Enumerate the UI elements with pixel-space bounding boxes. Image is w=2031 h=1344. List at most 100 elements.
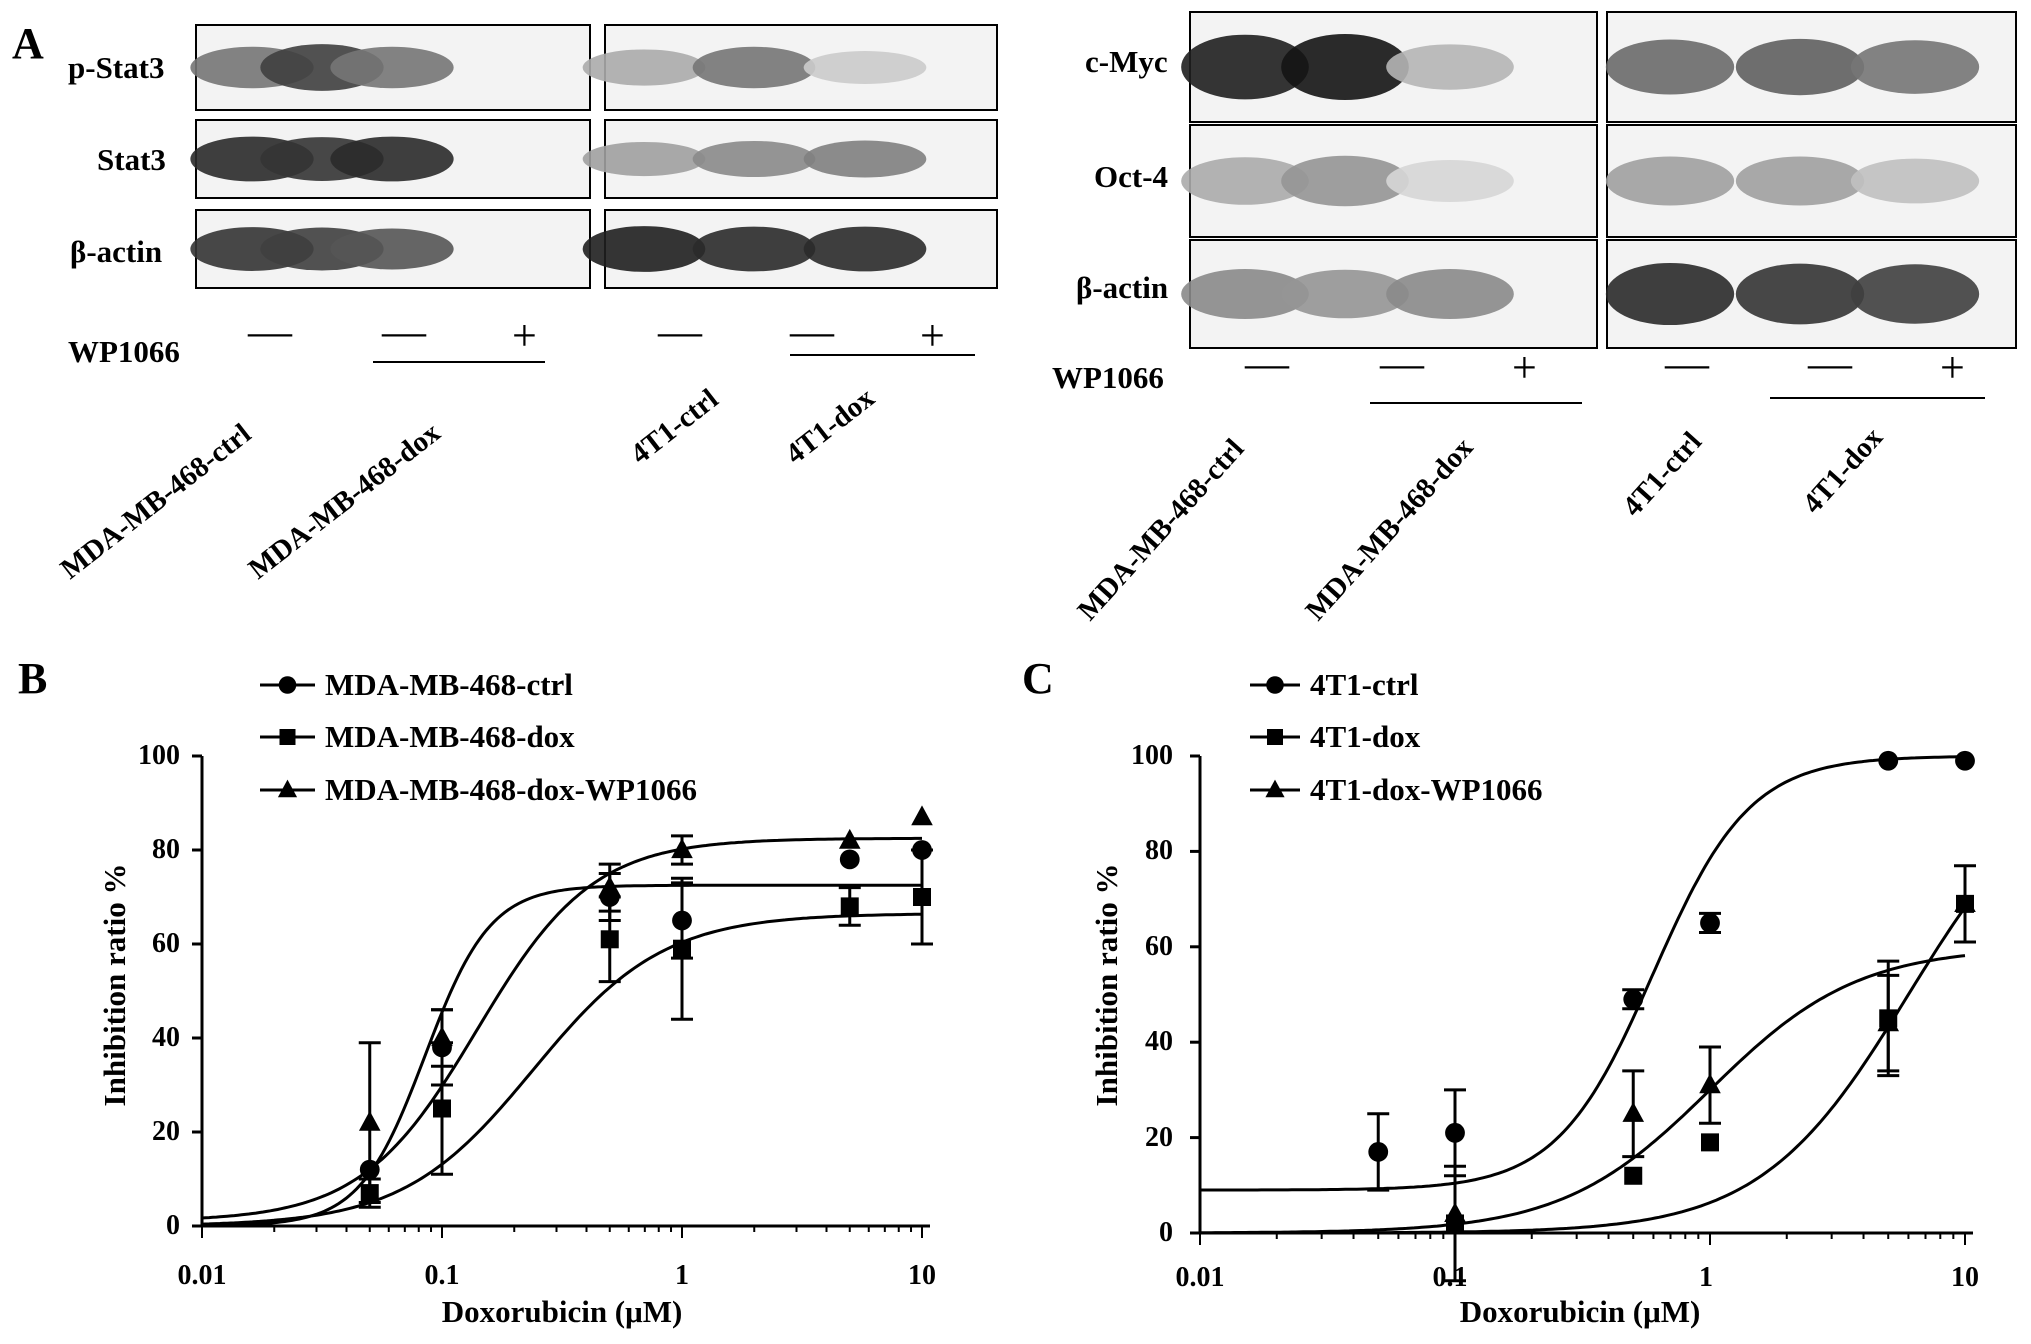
blot-label-stat3: Stat3 xyxy=(97,142,166,177)
y-tick-b-3: 60 xyxy=(152,928,180,959)
y-axis-title-b: Inhibition ratio % xyxy=(97,864,132,1107)
y-tick-b-5: 100 xyxy=(138,740,180,771)
protein-band xyxy=(582,49,706,86)
y-tick-c-3: 60 xyxy=(1145,931,1173,962)
sign-left-3: + xyxy=(512,311,537,360)
data-point-b-3 xyxy=(358,1110,381,1131)
blot-label-p-stat3: p-Stat3 xyxy=(68,50,164,85)
y-tick-c-0: 0 xyxy=(1159,1217,1173,1248)
data-point-b-2 xyxy=(840,897,859,916)
protein-band xyxy=(803,51,927,84)
protein-band xyxy=(330,228,454,270)
protein-band xyxy=(582,141,706,177)
y-tick-c-2: 40 xyxy=(1145,1026,1173,1057)
protein-band xyxy=(1181,34,1309,100)
legend-b-2: MDA-MB-468-dox xyxy=(325,719,575,754)
sign-right-2: — xyxy=(1379,339,1425,388)
y-tick-b-4: 80 xyxy=(152,834,180,865)
protein-band xyxy=(1605,39,1735,95)
protein-band xyxy=(803,226,927,272)
protein-band xyxy=(330,46,454,89)
data-point-c-3 xyxy=(1444,1202,1466,1223)
fit-curve-b-2 xyxy=(201,836,922,1220)
data-point-c-3 xyxy=(1877,1011,1900,1032)
x-tick-c-3: 10 xyxy=(1951,1262,1979,1293)
protein-band xyxy=(803,140,927,178)
legend-c-2: 4T1-dox xyxy=(1310,719,1421,754)
sign-right-4: — xyxy=(1664,339,1710,388)
blot-label-oct-4: Oct-4 xyxy=(1094,159,1168,194)
protein-band xyxy=(1281,34,1409,100)
data-point-c-1 xyxy=(1700,913,1720,933)
sign-left-5: — xyxy=(789,307,835,356)
protein-band xyxy=(692,226,816,272)
sign-right-5: — xyxy=(1807,339,1853,388)
data-point-c-1 xyxy=(1878,750,1899,771)
data-point-b-3 xyxy=(838,828,861,849)
protein-band xyxy=(1735,156,1865,206)
sign-right-3: + xyxy=(1512,343,1537,392)
protein-band xyxy=(1850,158,1980,204)
protein-band xyxy=(1850,40,1980,94)
protein-band xyxy=(692,46,816,89)
y-tick-b-2: 40 xyxy=(152,1022,180,1053)
sign-left-6: + xyxy=(920,311,945,360)
protein-band xyxy=(1181,157,1309,205)
data-point-c-3 xyxy=(1622,1102,1645,1122)
x-tick-b-1: 0.1 xyxy=(425,1260,460,1291)
lane-label-mda-dox-left: MDA-MB-468-dox xyxy=(243,416,447,585)
data-point-c-3 xyxy=(1954,892,1976,912)
y-tick-c-5: 100 xyxy=(1131,740,1173,771)
data-point-c-1 xyxy=(1445,1122,1465,1143)
data-point-b-1 xyxy=(839,849,860,870)
protein-band xyxy=(1850,264,1980,324)
blot-label-beta-actin: β-actin xyxy=(70,234,162,269)
data-point-b-2 xyxy=(433,1099,451,1118)
x-tick-c-2: 1 xyxy=(1699,1262,1713,1293)
chart-c: 4T1-ctrl 4T1-dox 4T1-dox-WP1066 0 20 40 … xyxy=(1089,667,1979,1329)
data-point-b-3 xyxy=(598,875,621,896)
x-tick-c-0: 0.01 xyxy=(1176,1262,1225,1293)
legend-marker-c-2 xyxy=(1267,729,1283,745)
chart-b: MDA-MB-468-ctrl MDA-MB-468-dox MDA-MB-46… xyxy=(97,667,936,1329)
lane-label-4t1-ctrl-left: 4T1-ctrl xyxy=(625,383,725,471)
data-point-b-2 xyxy=(673,939,691,958)
y-tick-c-1: 20 xyxy=(1145,1122,1173,1153)
protein-band xyxy=(1735,263,1865,325)
protein-band xyxy=(1281,269,1409,319)
data-point-c-1 xyxy=(1955,750,1975,771)
lane-label-4t1-dox-left: 4T1-dox xyxy=(780,381,881,470)
protein-band xyxy=(692,140,816,178)
protein-band xyxy=(582,226,706,272)
x-tick-c-1: 0.1 xyxy=(1433,1262,1468,1293)
legend-c-1: 4T1-ctrl xyxy=(1310,667,1419,702)
fit-curve-b-1 xyxy=(201,912,923,1226)
sign-right-1: — xyxy=(1244,339,1290,388)
protein-band xyxy=(1605,262,1735,326)
legend-marker-b-3 xyxy=(277,779,298,798)
treatment-label-left: WP1066 xyxy=(68,334,180,369)
data-point-b-3 xyxy=(431,1026,453,1047)
sign-right-6: + xyxy=(1940,343,1965,392)
x-axis-title-c: Doxorubicin (μM) xyxy=(1460,1294,1701,1329)
data-point-b-2 xyxy=(913,888,931,906)
x-tick-b-2: 1 xyxy=(675,1260,689,1291)
x-tick-b-0: 0.01 xyxy=(178,1260,227,1291)
data-point-b-2 xyxy=(600,930,619,949)
y-tick-b-0: 0 xyxy=(166,1210,180,1241)
legend-b-3: MDA-MB-468-dox-WP1066 xyxy=(325,772,697,807)
y-axis-title-c: Inhibition ratio % xyxy=(1089,864,1124,1107)
protein-band xyxy=(1386,44,1514,90)
fit-curve-b-3 xyxy=(202,883,922,1228)
lane-label-4t1-ctrl-right: 4T1-ctrl xyxy=(1616,426,1708,523)
lane-label-mda-ctrl-left: MDA-MB-468-ctrl xyxy=(55,418,257,586)
protein-band xyxy=(1386,160,1514,202)
blot-label-c-myc: c-Myc xyxy=(1085,44,1168,79)
data-point-c-1 xyxy=(1623,989,1644,1010)
x-tick-b-3: 10 xyxy=(908,1260,936,1291)
fit-curve-c-1 xyxy=(1200,755,1965,1192)
sign-left-4: — xyxy=(657,307,703,356)
lane-label-mda-dox-right: MDA-MB-468-dox xyxy=(1299,431,1479,626)
protein-band xyxy=(1735,38,1865,96)
data-point-c-2 xyxy=(1701,1133,1719,1152)
